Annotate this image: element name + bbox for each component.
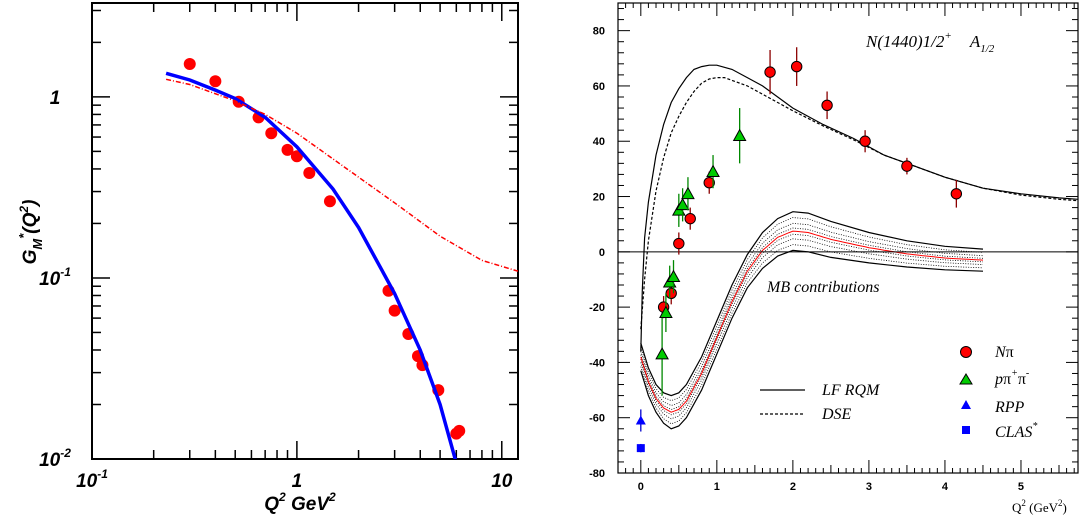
left-x-tick-label: 1	[292, 471, 303, 492]
left-y-tick-label: 10-2	[39, 446, 71, 471]
clas-data-point	[636, 444, 645, 453]
ppipi-data-point	[666, 269, 681, 283]
legend-marker-clas	[962, 426, 970, 434]
npi-data-point	[790, 60, 803, 73]
npi-data-point	[950, 188, 963, 200]
legend-label-ppipi: pπ+π-	[994, 368, 1029, 388]
mb-band-dotted-line	[640, 222, 984, 406]
left-x-tick-label: 10	[491, 471, 513, 492]
right-x-tick-label: 3	[866, 481, 872, 493]
right-chart: -80 -60 -40 -20 0 20 40 60 80 0 1 2 3 4 5 N(1440)1/2+ A…	[589, 2, 1079, 515]
left-data-point	[303, 166, 316, 179]
right-y-tick-label: -40	[589, 357, 605, 369]
legend-marker-npi	[960, 346, 972, 358]
right-title: N(1440)1/2+ A1/2	[865, 30, 995, 55]
legend-label-npi: Nπ	[994, 344, 1014, 361]
mb-contributions-annotation: MB contributions	[766, 279, 879, 296]
ppipi-data-point	[675, 197, 690, 211]
legend-marker-ppipi	[959, 373, 973, 385]
left-data-point	[323, 195, 336, 208]
right-x-tick-label: 2	[790, 481, 796, 493]
right-y-tick-label: 0	[599, 247, 605, 259]
left-model-curve	[165, 71, 458, 459]
left-data-point	[388, 304, 401, 317]
mb-band-edge	[640, 249, 984, 430]
npi-data-point	[901, 160, 913, 172]
npi-data-point	[821, 99, 833, 111]
lf-rqm-curve	[640, 64, 1079, 352]
mb-band-dotted-line	[640, 238, 984, 420]
left-y-tick-label: 1	[50, 88, 61, 109]
legend-marker-rpp	[961, 400, 971, 409]
ppipi-data-point	[655, 347, 669, 360]
npi-data-point	[764, 66, 776, 78]
right-y-tick-label: 60	[593, 81, 605, 93]
npi-data-point	[703, 177, 715, 189]
mb-band-edge	[640, 211, 984, 397]
npi-data-point	[859, 135, 871, 147]
left-data-point	[209, 75, 222, 88]
ppipi-data-point	[732, 128, 747, 142]
ppipi-data-point	[706, 164, 720, 177]
left-y-axis-label: GM*(Q2)	[16, 200, 45, 265]
ppipi-data-point	[681, 186, 695, 200]
right-y-tick-label: -60	[589, 413, 605, 425]
legend-label-clas: CLAS*	[995, 421, 1037, 441]
left-x-axis-label: Q2 GeV2	[264, 490, 336, 515]
npi-data-point	[684, 212, 696, 225]
right-y-tick-label: 20	[593, 192, 605, 204]
right-y-tick-label: -20	[589, 302, 605, 314]
mb-band-dotted-line	[640, 244, 984, 425]
rpp-data-point	[635, 415, 646, 425]
left-data-point	[183, 57, 196, 70]
left-data-point	[281, 143, 294, 156]
right-plot-frame	[617, 2, 1079, 474]
legend: LF RQM DSE Nπ pπ+π- RPP CLAS*	[760, 344, 1037, 441]
right-y-tick-label: -80	[589, 468, 605, 480]
right-x-tick-label: 4	[942, 481, 949, 493]
right-x-tick-label: 1	[714, 481, 720, 493]
dse-curve	[640, 77, 1079, 330]
left-y-tick-label: 10-1	[39, 265, 71, 290]
ppipi-data-point	[659, 305, 673, 318]
legend-label-rpp: RPP	[994, 399, 1025, 416]
left-plot-frame	[91, 2, 519, 460]
right-x-tick-label: 0	[638, 481, 644, 493]
mb-band-dotted-line	[640, 233, 984, 416]
left-dashdot-curve	[165, 78, 518, 272]
left-data-point	[290, 150, 303, 163]
legend-label-dse: DSE	[821, 406, 852, 423]
left-data-point	[265, 127, 278, 140]
npi-data-point	[665, 287, 677, 299]
right-x-tick-label: 5	[1018, 481, 1024, 493]
right-y-tick-label: 80	[593, 26, 605, 38]
legend-label-lf-rqm: LF RQM	[821, 382, 881, 399]
mb-central-curve	[640, 230, 984, 413]
npi-data-point	[673, 237, 685, 250]
mb-band-dotted-line	[640, 227, 984, 410]
right-x-axis-label: Q2 (GeV2)	[1012, 498, 1067, 515]
left-x-tick-label: 10-1	[76, 467, 108, 492]
left-data-point	[453, 424, 466, 437]
right-y-tick-label: 40	[593, 136, 605, 148]
